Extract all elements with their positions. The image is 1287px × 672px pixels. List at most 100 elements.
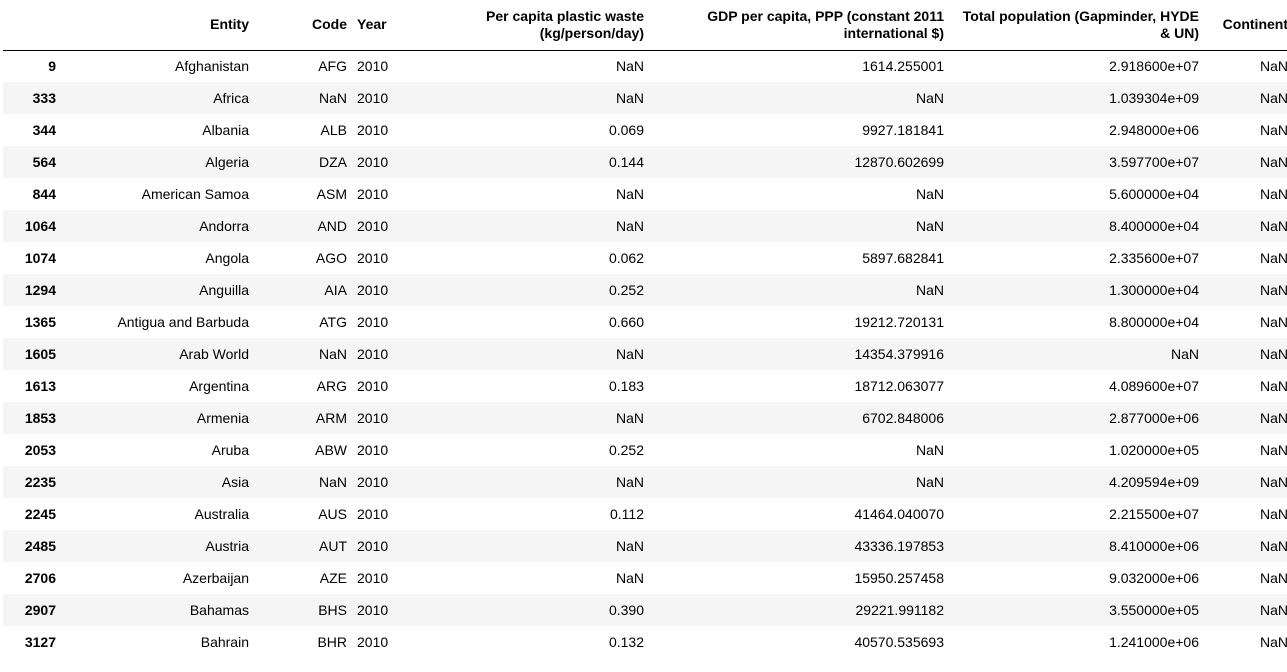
- gdp-cell: 18712.063077: [854, 378, 944, 394]
- population-cell: 4.209594e+09: [1109, 474, 1199, 490]
- row-index: 1605: [24, 346, 56, 362]
- population-cell: 8.410000e+06: [1109, 538, 1199, 554]
- plastic-waste-cell: NaN: [615, 218, 644, 234]
- population-cell: 9.032000e+06: [1109, 570, 1199, 586]
- table-row: 2053 Aruba ABW 2010 0.252 NaN 1.020000e+05 NaN: [3, 434, 1287, 466]
- row-index: 2706: [24, 570, 56, 586]
- plastic-waste-cell: NaN: [615, 538, 644, 554]
- continent-cell: NaN: [1259, 538, 1287, 554]
- row-index: 1294: [24, 282, 56, 298]
- table-body: 9 Afghanistan AFG 2010 NaN 1614.255001 2.91860…: [3, 50, 1287, 658]
- year-cell: 2010: [357, 250, 389, 266]
- row-index: 2485: [24, 538, 56, 554]
- code-cell: AUS: [318, 506, 347, 522]
- continent-cell: NaN: [1259, 122, 1287, 138]
- year-cell: 2010: [357, 378, 389, 394]
- table-row: 844 American Samoa ASM 2010 NaN NaN 5.600000e+…: [3, 178, 1287, 210]
- year-cell: 2010: [357, 506, 389, 522]
- plastic-waste-cell: 0.144: [608, 154, 644, 170]
- gdp-cell: NaN: [915, 474, 944, 490]
- gdp-cell: 40570.535693: [854, 634, 944, 650]
- table-row: 1853 Armenia ARM 2010 NaN 6702.848006 2.877000…: [3, 402, 1287, 434]
- plastic-waste-cell: 0.390: [608, 602, 644, 618]
- continent-cell: NaN: [1259, 474, 1287, 490]
- entity-cell: Bahrain: [200, 634, 249, 650]
- entity-cell: Antigua and Barbuda: [117, 314, 249, 330]
- plastic-waste-cell: NaN: [615, 570, 644, 586]
- gdp-cell: NaN: [915, 186, 944, 202]
- table-row: 344 Albania ALB 2010 0.069 9927.181841 2.94800…: [3, 114, 1287, 146]
- continent-cell: NaN: [1259, 58, 1287, 75]
- row-index: 333: [32, 90, 56, 106]
- table-row: 2235 Asia NaN 2010 NaN NaN 4.209594e+09 NaN: [3, 466, 1287, 498]
- table-row: 3127 Bahrain BHR 2010 0.132 40570.535693 1.241…: [3, 626, 1287, 658]
- plastic-waste-cell: NaN: [615, 410, 644, 426]
- code-cell: NaN: [318, 474, 347, 490]
- code-cell: AND: [317, 218, 347, 234]
- code-cell: AZE: [319, 570, 347, 586]
- plastic-waste-cell: 0.132: [608, 634, 644, 650]
- code-cell: AGO: [315, 250, 347, 266]
- year-cell: 2010: [357, 282, 389, 298]
- plastic-waste-cell: NaN: [615, 186, 644, 202]
- population-cell: 3.550000e+05: [1109, 602, 1199, 618]
- table-row: 9 Afghanistan AFG 2010 NaN 1614.255001 2.91860…: [3, 50, 1287, 82]
- plastic-waste-cell: NaN: [615, 58, 644, 75]
- code-cell: ARG: [316, 378, 347, 394]
- plastic-waste-cell: 0.112: [610, 506, 644, 522]
- row-index: 2907: [24, 602, 56, 618]
- gdp-cell: 12870.602699: [854, 154, 944, 170]
- population-cell: 1.241000e+06: [1109, 634, 1199, 650]
- gdp-cell: 43336.197853: [854, 538, 944, 554]
- table-row: 1605 Arab World NaN 2010 NaN 14354.379916 NaN N…: [3, 338, 1287, 370]
- code-cell: AIA: [324, 282, 347, 298]
- entity-cell: Asia: [221, 474, 249, 490]
- year-cell: 2010: [357, 314, 389, 330]
- table-row: 2245 Australia AUS 2010 0.112 41464.040070 2.2…: [3, 498, 1287, 530]
- year-cell: 2010: [357, 122, 389, 138]
- population-cell: 2.215500e+07: [1109, 506, 1199, 522]
- year-cell: 2010: [357, 474, 389, 490]
- population-cell: 2.948000e+06: [1109, 122, 1199, 138]
- population-cell: 1.020000e+05: [1109, 442, 1199, 458]
- gdp-cell: NaN: [915, 218, 944, 234]
- plastic-waste-cell: 0.660: [608, 314, 644, 330]
- row-index: 1853: [24, 410, 56, 426]
- table-row: 1064 Andorra AND 2010 NaN NaN 8.400000e+04 NaN: [3, 210, 1287, 242]
- population-cell: 3.597700e+07: [1109, 154, 1199, 170]
- code-cell: ALB: [320, 122, 347, 138]
- code-cell: BHS: [318, 602, 347, 618]
- plastic-waste-cell: 0.252: [608, 442, 644, 458]
- population-cell: 5.600000e+04: [1109, 186, 1199, 202]
- plastic-waste-cell: NaN: [615, 90, 644, 106]
- continent-cell: NaN: [1259, 90, 1287, 106]
- table-row: 2706 Azerbaijan AZE 2010 NaN 15950.257458 9.03…: [3, 562, 1287, 594]
- plastic-waste-column-header: Per capita plastic waste (kg/person/day): [398, 0, 648, 51]
- gdp-column-header: GDP per capita, PPP (constant 2011 inter…: [648, 0, 948, 51]
- gdp-cell: NaN: [915, 90, 944, 106]
- table-row: 1365 Antigua and Barbuda ATG 2010 0.660 19212…: [3, 306, 1287, 338]
- year-cell: 2010: [357, 442, 389, 458]
- entity-column-header: Entity: [60, 0, 253, 51]
- row-index: 1365: [24, 314, 56, 330]
- entity-cell: Aruba: [211, 442, 249, 458]
- continent-column-header: Continent: [1203, 0, 1287, 51]
- row-index: 1613: [24, 378, 56, 394]
- code-column-header: Code: [253, 0, 351, 51]
- continent-cell: NaN: [1259, 218, 1287, 234]
- code-cell: DZA: [319, 154, 347, 170]
- population-cell: 8.800000e+04: [1109, 314, 1199, 330]
- year-cell: 2010: [357, 90, 389, 106]
- continent-cell: NaN: [1259, 314, 1287, 330]
- continent-cell: NaN: [1259, 442, 1287, 458]
- code-cell: NaN: [318, 346, 347, 362]
- continent-cell: NaN: [1259, 410, 1287, 426]
- entity-cell: Andorra: [199, 218, 249, 234]
- population-cell: NaN: [1170, 346, 1199, 362]
- continent-cell: NaN: [1259, 634, 1287, 650]
- row-index: 9: [48, 58, 56, 75]
- code-cell: ASM: [316, 186, 347, 202]
- table-row: 1074 Angola AGO 2010 0.062 5897.682841 2.33560…: [3, 242, 1287, 274]
- year-cell: 2010: [357, 218, 389, 234]
